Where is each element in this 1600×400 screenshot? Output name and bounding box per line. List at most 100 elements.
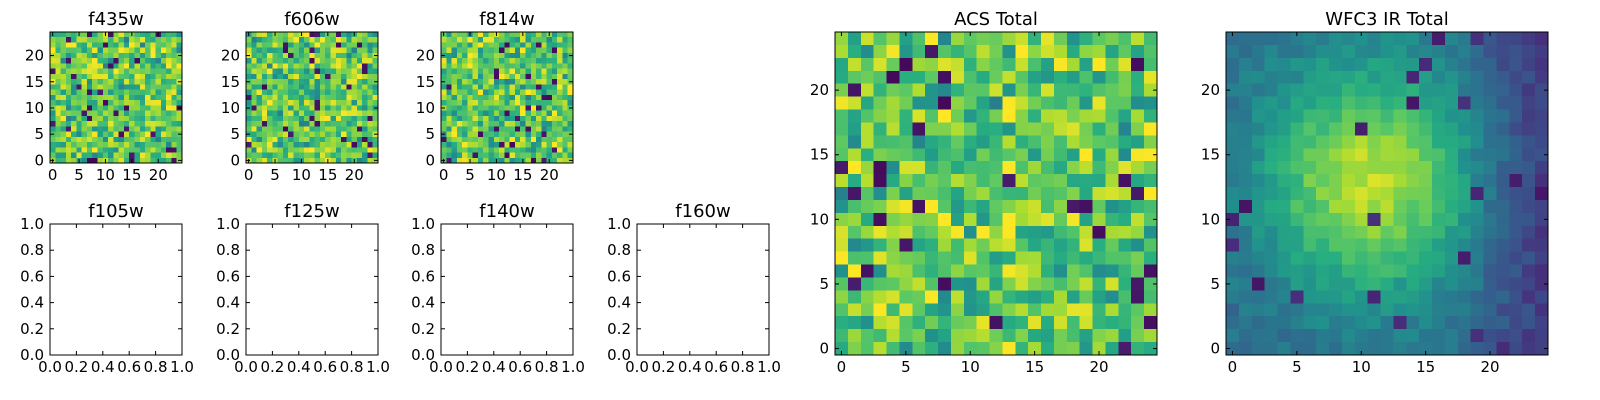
heatmap-cell <box>472 136 479 143</box>
heatmap-cell <box>330 47 337 54</box>
heatmap-cell <box>514 58 521 65</box>
heatmap-cell <box>514 84 521 91</box>
heatmap-cell <box>1105 83 1119 98</box>
heatmap-cell <box>86 32 93 38</box>
heatmap-cell <box>1432 44 1446 59</box>
heatmap-cell <box>246 136 252 143</box>
heatmap-cell <box>451 52 458 59</box>
heatmap-cell <box>314 126 321 133</box>
heatmap-cell <box>118 121 125 127</box>
heatmap-cell <box>1496 96 1510 111</box>
heatmap-cell <box>483 52 490 59</box>
heatmap-cell <box>166 136 173 143</box>
heatmap-cell <box>546 37 553 44</box>
heatmap-cell <box>1053 199 1068 214</box>
heatmap-cell <box>451 84 458 91</box>
heatmap-cell <box>282 84 289 91</box>
heatmap-cell <box>525 42 532 49</box>
heatmap-cell <box>123 73 130 80</box>
heatmap-cell <box>1105 148 1119 162</box>
heatmap-cell <box>1041 277 1055 291</box>
heatmap-cell <box>976 277 991 291</box>
heatmap-cell <box>1406 174 1420 188</box>
heatmap-cell <box>356 89 363 96</box>
heatmap-cell <box>65 136 72 143</box>
heatmap-cell <box>557 121 564 127</box>
heatmap-cell <box>536 89 542 96</box>
heatmap-cell <box>108 142 114 148</box>
heatmap-cell <box>335 63 342 70</box>
heatmap-cell <box>86 142 93 148</box>
heatmap-cell <box>1329 44 1343 59</box>
heatmap-cell <box>1496 316 1510 330</box>
heatmap-cell <box>356 73 363 80</box>
heatmap-cell <box>325 94 332 101</box>
heatmap-cell <box>1444 161 1459 175</box>
heatmap-cell <box>1290 329 1304 343</box>
heatmap-cell <box>335 100 342 106</box>
heatmap-cell <box>562 42 569 49</box>
heatmap-cell <box>102 52 109 59</box>
heatmap-cell <box>925 277 939 291</box>
heatmap-cell <box>1432 122 1446 136</box>
heatmap-cell <box>123 126 130 133</box>
heatmap-cell <box>277 105 284 112</box>
x-tick-label: 0.8 <box>144 358 168 376</box>
heatmap-cell <box>346 73 353 80</box>
heatmap-cell <box>267 47 273 54</box>
heatmap-cell <box>171 52 178 59</box>
heatmap-cell <box>55 131 62 138</box>
heatmap-cell <box>530 68 537 75</box>
heatmap-cell <box>298 94 305 101</box>
heatmap-cell <box>256 136 263 143</box>
heatmap-cell <box>557 105 564 112</box>
heatmap-cell <box>467 89 474 96</box>
heatmap-cell <box>462 94 468 101</box>
heatmap-cell <box>441 121 447 127</box>
subplot-title: f606w <box>284 9 339 30</box>
heatmap-cell <box>1066 264 1081 279</box>
heatmap-cell <box>325 68 332 75</box>
heatmap-cell <box>81 126 88 133</box>
heatmap-cell <box>483 115 490 122</box>
heatmap-cell <box>1457 70 1472 85</box>
heatmap-cell <box>356 147 363 154</box>
heatmap-cell <box>304 157 310 164</box>
heatmap-cell <box>989 316 1004 330</box>
heatmap-cell <box>160 121 167 127</box>
heatmap-cell <box>1053 135 1068 149</box>
heatmap-cell <box>1303 187 1317 201</box>
heatmap-cell <box>1041 303 1055 317</box>
heatmap-cell <box>176 126 183 133</box>
heatmap-cell <box>1522 122 1536 136</box>
heatmap-cell <box>886 109 900 124</box>
heatmap-cell <box>514 131 521 138</box>
heatmap-cell <box>86 100 93 106</box>
heatmap-cell <box>102 115 109 122</box>
heatmap-cell <box>97 126 104 133</box>
heatmap-cell <box>97 32 104 38</box>
heatmap-cell <box>1535 329 1549 343</box>
heatmap-cell <box>1264 264 1279 279</box>
heatmap-cell <box>1393 199 1407 214</box>
heatmap-cell <box>472 105 479 112</box>
heatmap-cell <box>488 89 495 96</box>
heatmap-cell <box>446 79 453 85</box>
heatmap-cell <box>456 110 463 117</box>
heatmap-cell <box>1483 264 1498 279</box>
heatmap-cell <box>362 110 369 117</box>
heatmap-cell <box>1264 238 1279 253</box>
heatmap-cell <box>1303 135 1317 149</box>
heatmap-cell <box>509 131 516 138</box>
heatmap-cell <box>467 52 474 59</box>
heatmap-cell <box>335 121 342 127</box>
heatmap-cell <box>860 277 875 291</box>
heatmap-cell <box>456 152 463 159</box>
heatmap-cell <box>251 84 258 91</box>
heatmap-cell <box>509 73 516 80</box>
heatmap-cell <box>325 63 332 70</box>
heatmap-cell <box>351 115 358 122</box>
x-tick-label: 0 <box>439 166 449 184</box>
heatmap-cell <box>1015 70 1029 85</box>
